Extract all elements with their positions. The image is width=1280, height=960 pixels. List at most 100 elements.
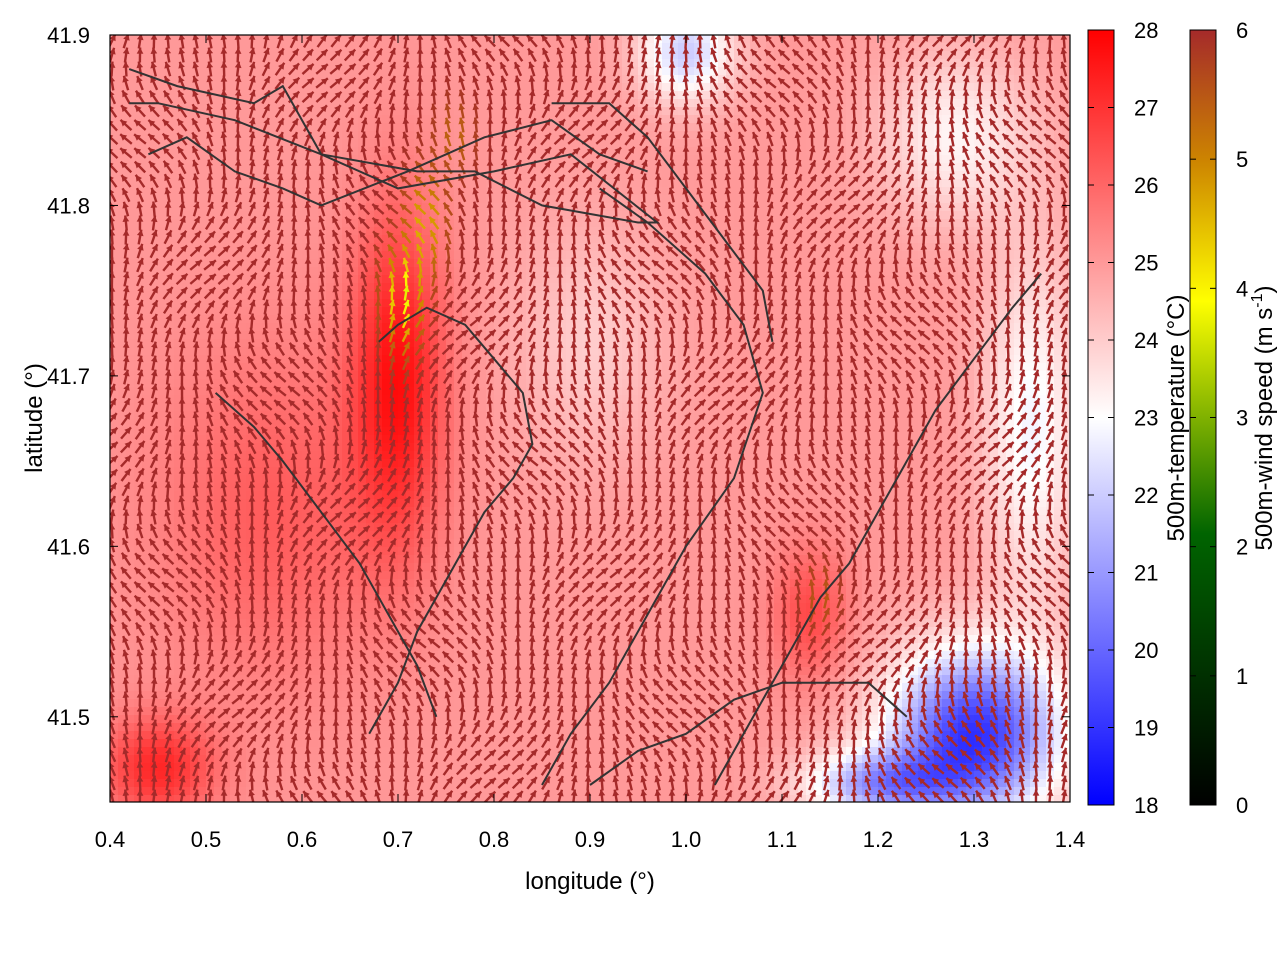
heat-cell [350, 603, 359, 612]
heat-cell [310, 667, 319, 676]
heat-cell [198, 611, 207, 620]
heat-cell [422, 275, 431, 284]
heat-cell [310, 651, 319, 660]
heat-cell [478, 595, 487, 604]
heat-cell [366, 347, 375, 356]
heat-cell [438, 715, 447, 724]
heat-cell [142, 699, 151, 708]
heat-cell [310, 595, 319, 604]
heat-cell [310, 771, 319, 780]
heat-cell [310, 259, 319, 268]
heat-cell [478, 379, 487, 388]
heat-cell [254, 539, 263, 548]
heat-cell [366, 243, 375, 252]
heat-cell [254, 339, 263, 348]
heat-cell [494, 123, 503, 132]
heat-cell [438, 123, 447, 132]
heat-cell [326, 507, 335, 516]
heat-cell [198, 171, 207, 180]
heat-cell [494, 403, 503, 412]
heat-cell [310, 227, 319, 236]
heat-cell [478, 395, 487, 404]
heat-cell [494, 99, 503, 108]
heat-cell [198, 499, 207, 508]
heat-cell [326, 419, 335, 428]
heat-cell [310, 611, 319, 620]
heat-cell [158, 211, 167, 220]
heat-cell [438, 699, 447, 708]
heat-cell [518, 379, 527, 388]
heat-cell [198, 475, 207, 484]
heat-cell [326, 723, 335, 732]
heat-cell [254, 459, 263, 468]
heat-cell [214, 491, 223, 500]
heat-cell [142, 507, 151, 516]
heat-cell [126, 635, 135, 644]
heat-cell [198, 387, 207, 396]
heat-cell [310, 619, 319, 628]
heat-cell [422, 91, 431, 100]
heat-cell [158, 747, 167, 756]
heat-cell [142, 355, 151, 364]
heat-cell [510, 419, 519, 428]
heat-cell [270, 219, 279, 228]
heat-cell [158, 299, 167, 308]
heat-cell [254, 115, 263, 124]
heat-cell [254, 523, 263, 532]
heat-cell [414, 67, 423, 76]
heat-cell [270, 587, 279, 596]
heat-cell [198, 443, 207, 452]
heat-cell [422, 379, 431, 388]
heat-cell [198, 347, 207, 356]
heat-cell [406, 691, 415, 700]
heat-cell [238, 251, 247, 260]
heat-cell [494, 227, 503, 236]
heat-cell [238, 643, 247, 652]
heat-cell [406, 307, 415, 316]
heat-cell [142, 331, 151, 340]
heat-cell [182, 579, 191, 588]
heat-cell [382, 555, 391, 564]
heat-cell [310, 163, 319, 172]
heat-cell [158, 83, 167, 92]
heat-cell [198, 363, 207, 372]
heat-cell [270, 171, 279, 180]
heat-cell [310, 779, 319, 788]
heat-cell [142, 43, 151, 52]
heat-cell [382, 771, 391, 780]
heat-cell [270, 499, 279, 508]
heat-cell [254, 507, 263, 516]
heat-cell [422, 83, 431, 92]
heat-cell [294, 395, 303, 404]
heat-cell [270, 611, 279, 620]
heat-cell [214, 163, 223, 172]
heat-cell [366, 307, 375, 316]
heat-cell [270, 227, 279, 236]
heat-cell [406, 243, 415, 252]
heat-cell [214, 67, 223, 76]
heat-cell [294, 355, 303, 364]
heat-cell [270, 211, 279, 220]
heat-cell [310, 171, 319, 180]
plot-area [106, 34, 1070, 805]
heat-cell [438, 475, 447, 484]
heat-cell [254, 107, 263, 116]
heat-cell [310, 587, 319, 596]
heat-cell [422, 587, 431, 596]
heat-cell [478, 387, 487, 396]
heat-cell [230, 419, 239, 428]
heat-cell [326, 587, 335, 596]
heat-cell [478, 235, 487, 244]
heat-cell [406, 475, 415, 484]
heat-cell [326, 443, 335, 452]
heat-cell [310, 755, 319, 764]
heat-cell [350, 531, 359, 540]
heat-cell [214, 643, 223, 652]
heat-cell [254, 587, 263, 596]
heat-cell [366, 323, 375, 332]
heat-cell [142, 531, 151, 540]
heat-cell [382, 539, 391, 548]
heat-cell [158, 667, 167, 676]
heat-cell [142, 635, 151, 644]
heat-cell [494, 115, 503, 124]
